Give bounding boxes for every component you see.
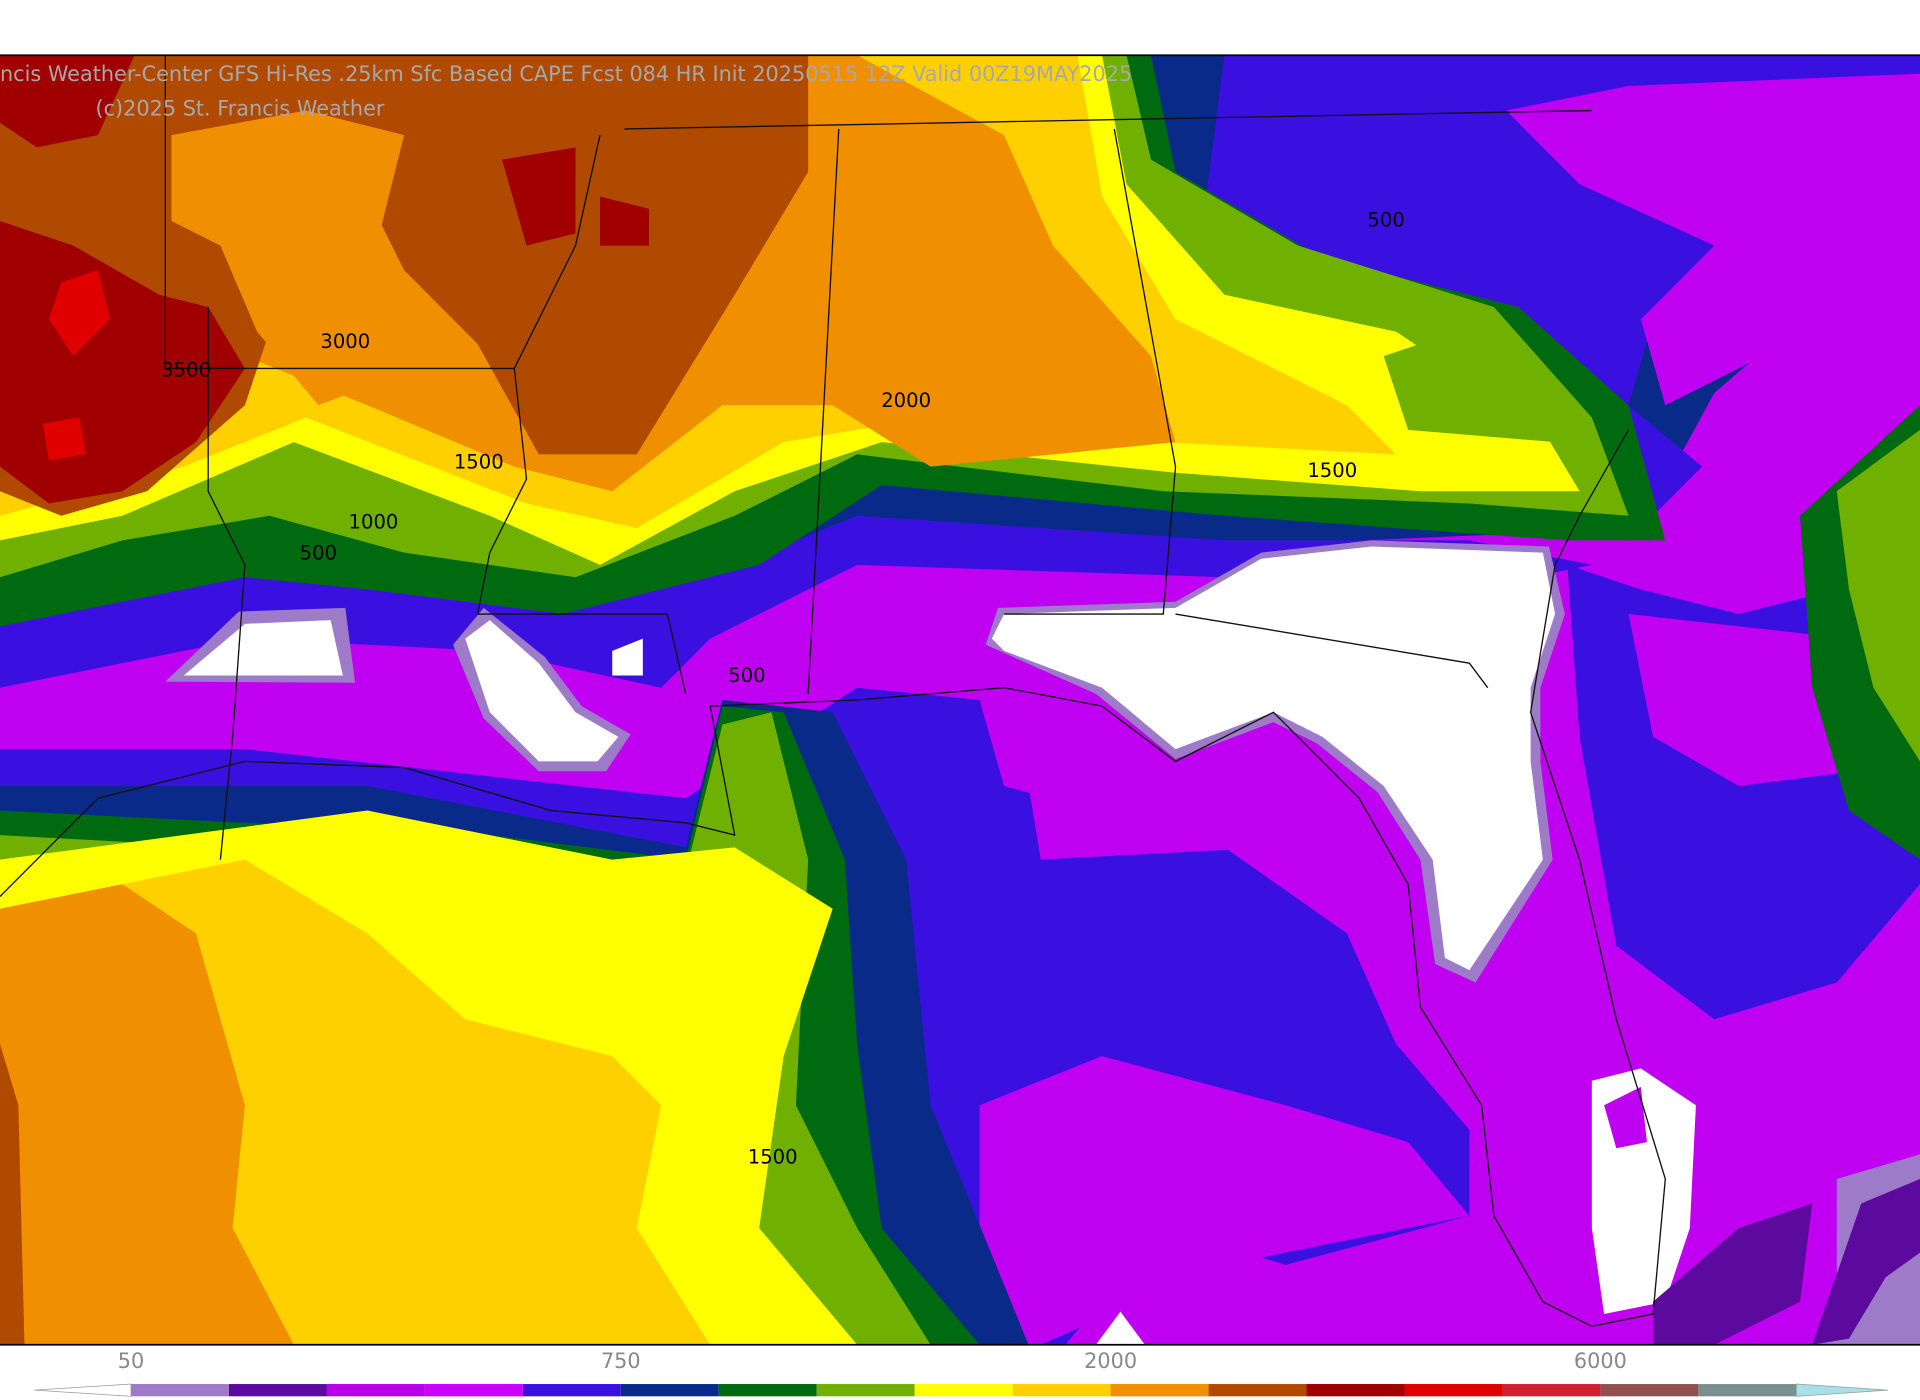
colorbar-swatch <box>718 1384 817 1397</box>
contour-label: 3500 <box>161 358 211 381</box>
colorbar-swatch <box>1306 1384 1405 1397</box>
colorbar-swatch <box>816 1384 915 1397</box>
colorbar-swatch <box>1404 1384 1503 1397</box>
colorbar-label: 50 <box>118 1349 144 1373</box>
colorbar-swatch <box>914 1384 1013 1397</box>
colorbar-swatch <box>620 1384 719 1397</box>
contour-label: 500 <box>300 541 337 564</box>
colorbar-swatch <box>228 1384 327 1397</box>
contour-label: 1000 <box>349 511 399 534</box>
colorbar-min-arrow <box>34 1383 132 1397</box>
colorbar-swatch <box>1110 1384 1209 1397</box>
copyright: (c)2025 St. Francis Weather <box>96 96 385 120</box>
colorbar-swatch <box>1600 1384 1699 1397</box>
map-title: ncis Weather-Center GFS Hi-Res .25km Sfc… <box>0 62 1132 86</box>
contour-label: 2000 <box>881 389 931 412</box>
colorbar-label: 6000 <box>1574 1349 1627 1373</box>
colorbar-swatch <box>1208 1384 1307 1397</box>
colorbar-swatch <box>131 1384 229 1397</box>
map-fill <box>0 55 1920 1345</box>
colorbar: 50 750 2000 6000 <box>34 1349 1889 1397</box>
colorbar-swatch <box>1012 1384 1111 1397</box>
contour-label: 3000 <box>320 330 370 353</box>
colorbar-label: 750 <box>601 1349 641 1373</box>
colorbar-swatch <box>1698 1384 1797 1397</box>
colorbar-max-arrow <box>1795 1383 1889 1397</box>
colorbar-swatch <box>522 1384 621 1397</box>
colorbar-swatch <box>424 1384 523 1397</box>
contour-label: 1500 <box>1307 459 1357 482</box>
contour-label: 500 <box>1367 209 1404 232</box>
contour-label: 1500 <box>748 1146 798 1169</box>
colorbar-swatch <box>1502 1384 1601 1397</box>
colorbar-label: 2000 <box>1084 1349 1137 1373</box>
colorbar-swatch <box>326 1384 425 1397</box>
contour-label: 1500 <box>454 450 504 473</box>
contour-label: 500 <box>728 664 765 687</box>
